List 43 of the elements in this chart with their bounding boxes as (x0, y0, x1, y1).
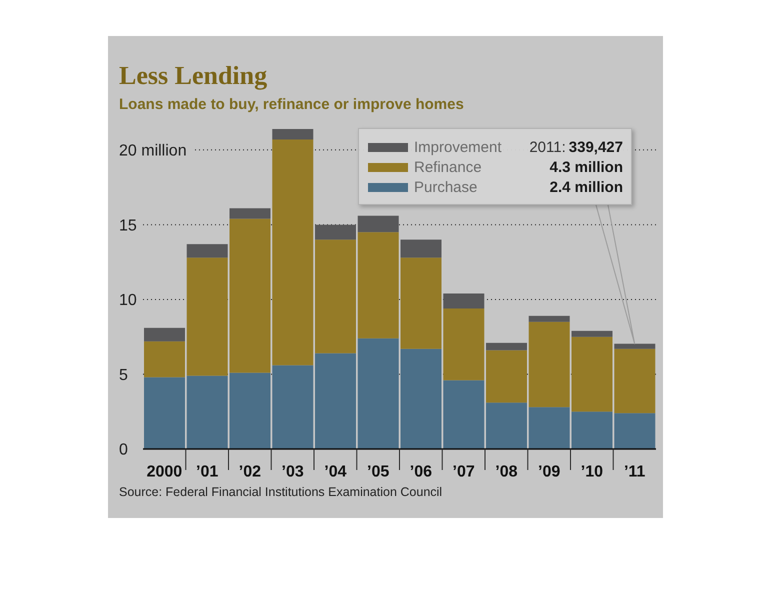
bar (186, 244, 228, 258)
y-tick-label: 15 (119, 217, 137, 234)
bar (614, 413, 656, 449)
bar (230, 208, 270, 219)
annotation: 2.4 million (550, 178, 623, 196)
bar (144, 341, 185, 378)
bar (614, 348, 656, 414)
annotation: 2011: (529, 138, 566, 156)
chart-title: Less Lending (119, 61, 268, 90)
x-tick-label: ’05 (367, 464, 390, 481)
x-tick-label: ’07 (452, 464, 475, 481)
x-tick-label: ’08 (495, 464, 518, 481)
annotation: 4.3 million (550, 158, 623, 176)
x-tick-label: ’06 (410, 464, 432, 481)
bar (272, 129, 314, 140)
bar (144, 377, 185, 449)
bar (614, 344, 656, 349)
annotation: 339,427 (568, 138, 623, 156)
x-tick-label: ’11 (624, 464, 646, 481)
y-tick-label: 10 (119, 292, 137, 310)
source-note: Source: Federal Financial Institutions Examination Council (119, 485, 442, 499)
bar (400, 240, 442, 258)
bar (358, 216, 399, 232)
bar (528, 316, 570, 322)
legend-label: Refinance (414, 158, 483, 176)
bar (572, 330, 612, 337)
chart-subtitle: Loans made to buy, refinance or improve homes (119, 96, 464, 113)
y-tick-label: 5 (119, 366, 128, 384)
x-tick-label: ’04 (324, 464, 347, 481)
x-tick-label: ’02 (238, 464, 262, 481)
y-tick-label: 0 (119, 442, 128, 459)
x-tick-label: ’01 (196, 464, 218, 481)
bar (486, 342, 527, 350)
x-tick-label: 2000 (146, 464, 182, 481)
x-tick-label: ’10 (580, 464, 604, 481)
legend-label: Improvement (414, 138, 503, 156)
bar (315, 224, 356, 240)
bar (443, 293, 484, 308)
legend-label: Purchase (414, 178, 478, 196)
x-tick-label: ’09 (538, 464, 560, 481)
x-tick-label: ’03 (282, 464, 304, 481)
bar (144, 328, 185, 342)
y-tick-label: 20 million (119, 142, 187, 160)
